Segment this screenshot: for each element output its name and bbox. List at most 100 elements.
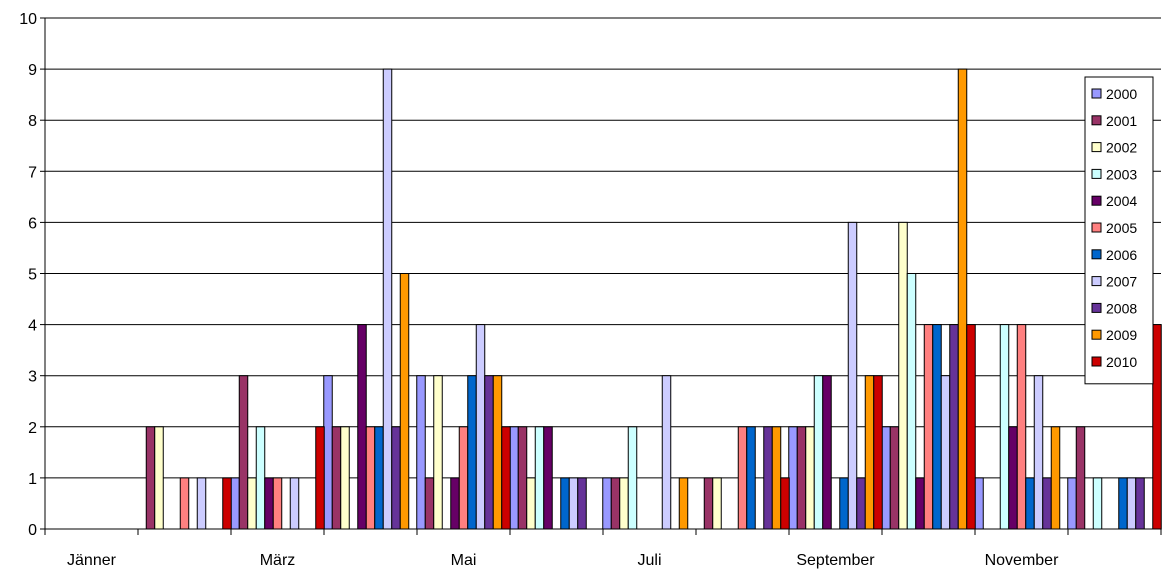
x-tick-label: Jänner: [67, 552, 117, 569]
legend-label: 2009: [1106, 327, 1137, 343]
bar-2004-September: [822, 375, 832, 530]
bar-2006-November: [1025, 477, 1035, 530]
bar-2007-März: [289, 477, 300, 530]
bar-2001-Oktober: [889, 426, 900, 530]
legend-swatch-2010: [1091, 356, 1102, 367]
bar-2008-September: [856, 477, 866, 530]
bar-2001-Mai: [424, 477, 435, 530]
bar-2010-März: [315, 426, 325, 530]
bar-2002-Juli: [619, 477, 629, 530]
bar-2001-April: [331, 426, 342, 530]
y-tick-label: 3: [28, 369, 37, 386]
bar-2009-Oktober: [957, 68, 968, 530]
bar-2001-Dezember: [1075, 426, 1086, 530]
bar-2001-Juli: [610, 477, 621, 530]
bar-2003-Juni: [534, 426, 545, 530]
bar-2005-November: [1016, 324, 1027, 530]
bar-2004-Mai: [450, 477, 460, 530]
bar-2008-November: [1042, 477, 1052, 530]
bar-2003-März: [255, 426, 266, 530]
x-tick-label: September: [796, 552, 875, 569]
bar-2000-Juni: [509, 426, 519, 530]
bar-2009-November: [1050, 426, 1061, 530]
bar-2009-Juli: [678, 477, 689, 530]
legend-swatch-2006: [1091, 249, 1102, 260]
y-tick-label: 7: [28, 164, 37, 181]
bar-2002-August: [712, 477, 722, 530]
bar-2009-September: [864, 375, 875, 530]
bar-2006-April: [374, 426, 384, 530]
y-tick-label: 1: [28, 471, 37, 488]
legend-label: 2007: [1106, 274, 1137, 290]
bar-2006-September: [839, 477, 849, 530]
bar-2000-November: [974, 477, 984, 530]
legend-label: 2005: [1106, 220, 1137, 236]
bar-2000-April: [323, 375, 333, 530]
bar-2003-November: [999, 324, 1010, 530]
bar-2004-Oktober: [915, 477, 925, 530]
bar-2002-Februar: [154, 426, 164, 530]
bar-2003-Dezember: [1092, 477, 1103, 530]
bar-2003-Juli: [627, 426, 638, 530]
bar-2010-Dezember: [1152, 324, 1162, 530]
bar-2002-Oktober: [898, 221, 908, 530]
bar-2007-Juni: [568, 477, 579, 530]
bar-2001-Juni: [517, 426, 528, 530]
bar-2005-Mai: [458, 426, 469, 530]
legend-swatch-2000: [1091, 88, 1102, 99]
legend-label: 2004: [1106, 193, 1137, 209]
bar-2008-August: [763, 426, 773, 530]
bar-2001-August: [703, 477, 714, 530]
bar-2008-Juni: [577, 477, 587, 530]
y-tick-label: 5: [28, 267, 37, 284]
y-tick-label: 9: [28, 62, 37, 79]
x-tick-label: Mai: [451, 552, 477, 569]
bar-2009-August: [771, 426, 782, 530]
y-tick-label: 2: [28, 420, 37, 437]
x-tick-label: November: [985, 552, 1059, 569]
bar-2006-Dezember: [1118, 477, 1128, 530]
bar-2010-Februar: [222, 477, 232, 530]
legend-label: 2002: [1106, 140, 1137, 156]
bar-2008-Oktober: [949, 324, 959, 530]
bar-2003-Oktober: [906, 273, 917, 530]
legend-swatch-2007: [1091, 276, 1102, 287]
bar-2004-November: [1008, 426, 1018, 530]
bar-2005-März: [272, 477, 283, 530]
legend-label: 2006: [1106, 247, 1137, 263]
bar-2010-September: [873, 375, 883, 530]
y-tick-label: 4: [28, 318, 37, 335]
legend-swatch-2005: [1091, 222, 1102, 233]
bar-2005-Februar: [179, 477, 190, 530]
bar-2000-September: [788, 426, 798, 530]
bar-2001-Februar: [145, 426, 156, 530]
bar-2007-November: [1033, 375, 1044, 530]
bar-2000-Mai: [416, 375, 426, 530]
bar-2007-Februar: [196, 477, 207, 530]
bar-2002-März: [247, 477, 257, 530]
bar-2010-Oktober: [966, 324, 976, 530]
legend-swatch-2008: [1091, 302, 1102, 313]
legend-label: 2008: [1106, 300, 1137, 316]
bar-2000-Juli: [602, 477, 612, 530]
bar-2005-April: [365, 426, 376, 530]
bar-2002-April: [340, 426, 350, 530]
bar-2005-Oktober: [923, 324, 934, 530]
y-tick-label: 8: [28, 113, 37, 130]
bar-2003-September: [813, 375, 824, 530]
bar-2007-Mai: [475, 324, 486, 530]
bar-2008-Dezember: [1135, 477, 1145, 530]
bar-2009-Mai: [492, 375, 503, 530]
bar-2001-September: [796, 426, 807, 530]
bar-2006-Juni: [560, 477, 570, 530]
bar-2010-August: [780, 477, 790, 530]
bar-2002-Mai: [433, 375, 443, 530]
bar-2000-Oktober: [881, 426, 891, 530]
legend-label: 2001: [1106, 113, 1137, 129]
bar-2000-Dezember: [1067, 477, 1077, 530]
bar-2006-August: [746, 426, 756, 530]
bar-2006-Oktober: [932, 324, 942, 530]
bar-2006-Mai: [467, 375, 477, 530]
y-tick-label: 0: [28, 522, 37, 539]
